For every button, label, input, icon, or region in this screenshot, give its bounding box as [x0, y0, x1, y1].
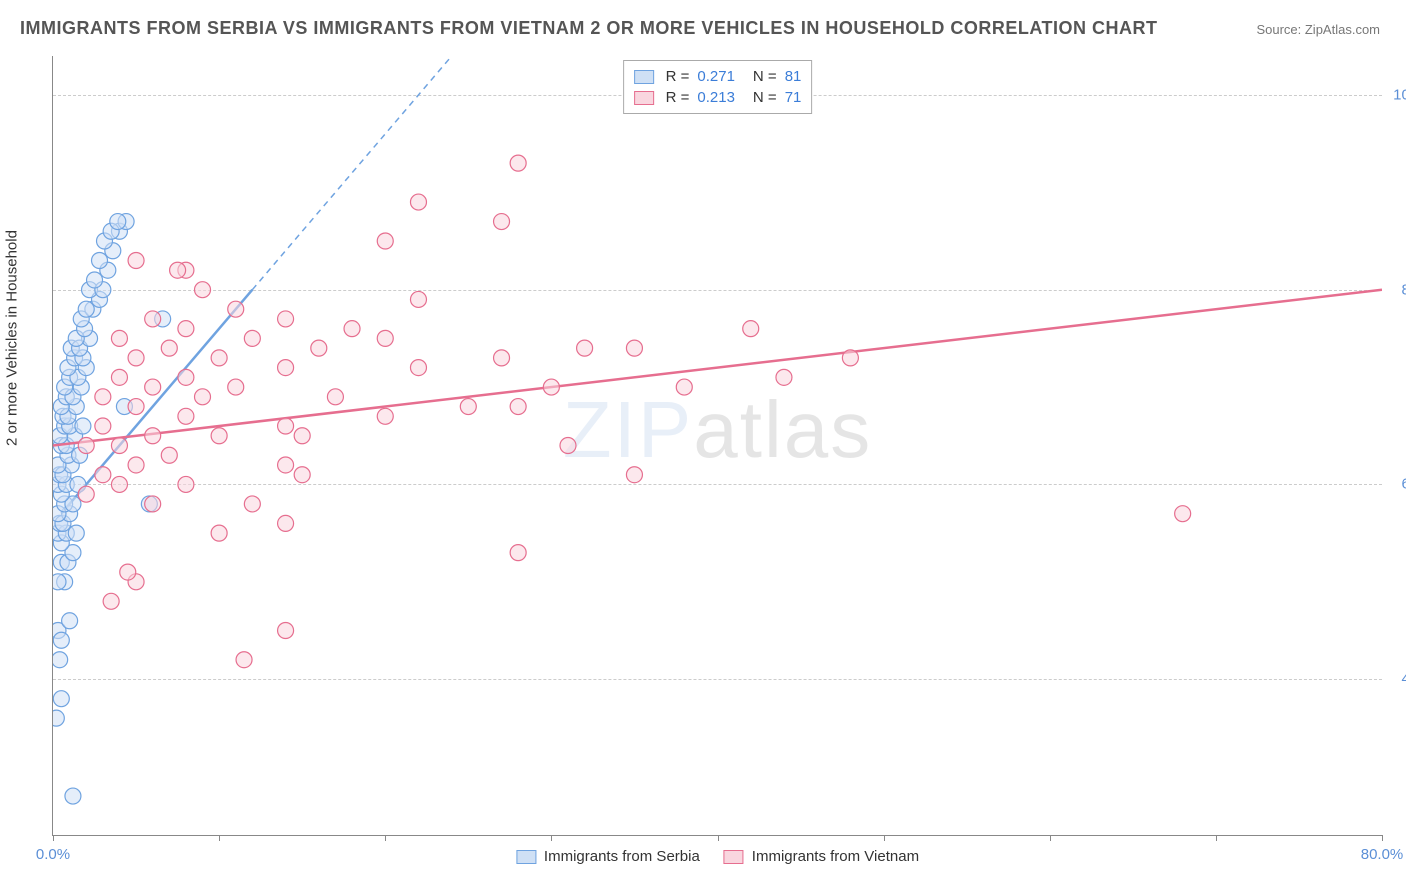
legend-item-serbia: Immigrants from Serbia — [516, 848, 700, 865]
swatch-vietnam — [634, 91, 654, 105]
legend-label-serbia: Immigrants from Serbia — [544, 848, 700, 865]
xtick — [1382, 835, 1383, 841]
n-label: N = — [753, 68, 777, 85]
ytick-label: 100.0% — [1393, 86, 1406, 103]
r-label: R = — [666, 68, 690, 85]
xtick — [219, 835, 220, 841]
y-axis-label: 2 or more Vehicles in Household — [4, 230, 21, 446]
legend-item-vietnam: Immigrants from Vietnam — [724, 848, 919, 865]
ytick-label: 60.0% — [1401, 476, 1406, 493]
ytick-label: 40.0% — [1401, 671, 1406, 688]
series-legend: Immigrants from Serbia Immigrants from V… — [516, 848, 919, 865]
legend-label-vietnam: Immigrants from Vietnam — [752, 848, 919, 865]
source-label: Source: ZipAtlas.com — [1256, 22, 1380, 37]
xtick-label: 80.0% — [1361, 846, 1404, 863]
swatch-serbia — [634, 70, 654, 84]
chart-title: IMMIGRANTS FROM SERBIA VS IMMIGRANTS FRO… — [20, 18, 1158, 39]
xtick — [1216, 835, 1217, 841]
n-value-vietnam: 71 — [785, 89, 802, 106]
swatch-serbia — [516, 850, 536, 864]
xtick — [385, 835, 386, 841]
legend-row-vietnam: R = 0.213 N = 71 — [634, 87, 802, 108]
r-label: R = — [666, 89, 690, 106]
correlation-legend: R = 0.271 N = 81 R = 0.213 N = 71 — [623, 60, 813, 114]
scatter-plot — [53, 56, 1382, 835]
xtick — [1050, 835, 1051, 841]
n-value-serbia: 81 — [785, 68, 802, 85]
xtick — [53, 835, 54, 841]
xtick — [551, 835, 552, 841]
xtick-label: 0.0% — [36, 846, 70, 863]
r-value-vietnam: 0.213 — [697, 89, 735, 106]
legend-row-serbia: R = 0.271 N = 81 — [634, 66, 802, 87]
xtick — [718, 835, 719, 841]
n-label: N = — [753, 89, 777, 106]
chart-area: ZIPatlas R = 0.271 N = 81 R = 0.213 N = … — [52, 56, 1382, 836]
swatch-vietnam — [724, 850, 744, 864]
r-value-serbia: 0.271 — [697, 68, 735, 85]
xtick — [884, 835, 885, 841]
ytick-label: 80.0% — [1401, 281, 1406, 298]
